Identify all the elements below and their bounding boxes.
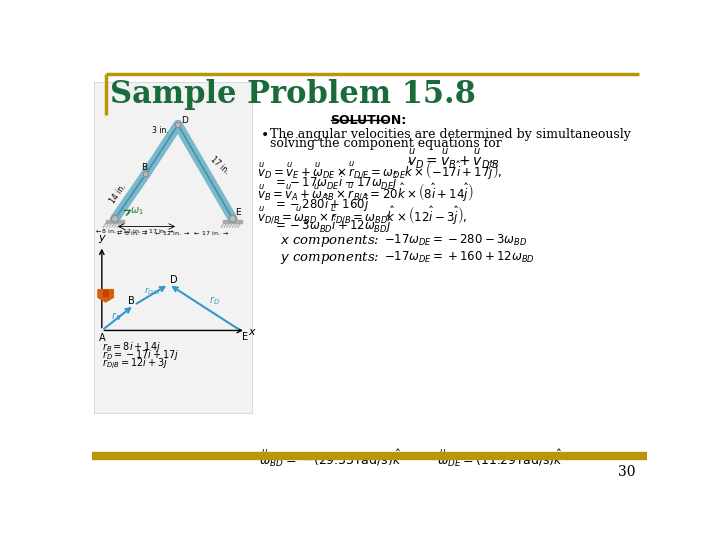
Polygon shape [98, 289, 113, 302]
Text: B: B [141, 163, 147, 172]
FancyBboxPatch shape [94, 82, 252, 413]
Text: Sample Problem 15.8: Sample Problem 15.8 [110, 79, 476, 110]
Text: $r_{D/B} = 12i + 3j$: $r_{D/B} = 12i + 3j$ [102, 356, 168, 372]
Text: SOLUTION:: SOLUTION: [330, 114, 407, 127]
Circle shape [112, 215, 118, 222]
Text: $x$ components:: $x$ components: [281, 233, 380, 248]
Text: $r_B$: $r_B$ [111, 310, 121, 323]
Text: $-17\omega_{DE} = +160 + 12\omega_{BD}$: $-17\omega_{DE} = +160 + 12\omega_{BD}$ [384, 249, 535, 265]
Text: $-17\omega_{DE} = -280 - 3\omega_{BD}$: $-17\omega_{DE} = -280 - 3\omega_{BD}$ [384, 233, 528, 248]
Text: $= -280\hat{i} + 160\hat{j}$: $= -280\hat{i} + 160\hat{j}$ [273, 192, 369, 214]
Text: $r_D = -17i + 17j$: $r_D = -17i + 17j$ [102, 348, 179, 362]
Text: $\overset{u}{v}_D = \overset{u}{v}_B + \overset{u}{v}_{D/B}$: $\overset{u}{v}_D = \overset{u}{v}_B + \… [408, 148, 500, 172]
Text: $r_{D/B}$: $r_{D/B}$ [144, 286, 161, 298]
Text: $\overset{u}{v}_{D/B} = \overset{u}{\omega}_{BD} \times \overset{L}{r}_{D/B} = \: $\overset{u}{v}_{D/B} = \overset{u}{\ome… [257, 202, 467, 227]
Text: 30: 30 [618, 465, 636, 479]
Text: B: B [128, 295, 135, 306]
Text: $\leftarrow$ 17 in. $\rightarrow$: $\leftarrow$ 17 in. $\rightarrow$ [192, 229, 230, 237]
Text: $= -3\omega_{BD}\hat{i} + 12\omega_{BD}\hat{j}$: $= -3\omega_{BD}\hat{i} + 12\omega_{BD}\… [273, 213, 392, 235]
Text: solving the component equations for: solving the component equations for [271, 137, 502, 150]
Text: $\overset{u}{\omega}_{BD} = -(29.33\,\mathrm{rad/s})\hat{k}$: $\overset{u}{\omega}_{BD} = -(29.33\,\ma… [259, 448, 402, 469]
Text: 3 in.: 3 in. [152, 126, 168, 135]
Text: The angular velocities are determined by simultaneously: The angular velocities are determined by… [271, 128, 631, 141]
Text: $\leftarrow$8 in.$\rightarrow$12 in.$\rightarrow$17 in.$\rightarrow$: $\leftarrow$8 in.$\rightarrow$12 in.$\ri… [94, 227, 174, 235]
Circle shape [176, 122, 181, 127]
Text: $y$ components:: $y$ components: [281, 249, 380, 266]
Text: $\leftarrow$ 12 in. $\rightarrow$: $\leftarrow$ 12 in. $\rightarrow$ [153, 229, 191, 237]
Text: 14 in.: 14 in. [109, 183, 128, 206]
Circle shape [229, 215, 236, 222]
Text: $r_B = 8i + 14j$: $r_B = 8i + 14j$ [102, 340, 161, 354]
Text: $= -17\omega_{DE}\hat{i} - 17\omega_{DE}\hat{j}$: $= -17\omega_{DE}\hat{i} - 17\omega_{DE}… [273, 170, 398, 192]
Text: A: A [99, 333, 105, 343]
Text: $\overset{u}{v}_D = \overset{u}{v}_E + \overset{u}{\omega}_{DE} \times \overset{: $\overset{u}{v}_D = \overset{u}{v}_E + \… [257, 159, 503, 180]
Bar [102, 289, 109, 298]
Circle shape [143, 171, 148, 177]
Text: D: D [181, 116, 188, 125]
Text: E: E [242, 332, 248, 342]
Text: 17 in.: 17 in. [209, 154, 231, 176]
Text: E: E [235, 208, 240, 217]
Text: x: x [248, 327, 255, 337]
Text: •: • [261, 128, 269, 142]
Text: y: y [98, 233, 104, 244]
Text: $\overset{u}{\omega}_{DE} = (11.29\,\mathrm{rad/s})\hat{k}$: $\overset{u}{\omega}_{DE} = (11.29\,\mat… [437, 448, 563, 469]
Text: $\overset{u}{v}_B = \overset{u}{v}_A + \overset{u}{\omega}_{AB} \times \overset{: $\overset{u}{v}_B = \overset{u}{v}_A + \… [257, 181, 474, 203]
Text: $\omega_1$: $\omega_1$ [130, 205, 144, 217]
Text: $r_D$: $r_D$ [209, 294, 220, 307]
Text: D: D [171, 275, 178, 285]
Text: $\leftarrow$ 8 in. $\rightarrow$: $\leftarrow$ 8 in. $\rightarrow$ [115, 229, 148, 237]
